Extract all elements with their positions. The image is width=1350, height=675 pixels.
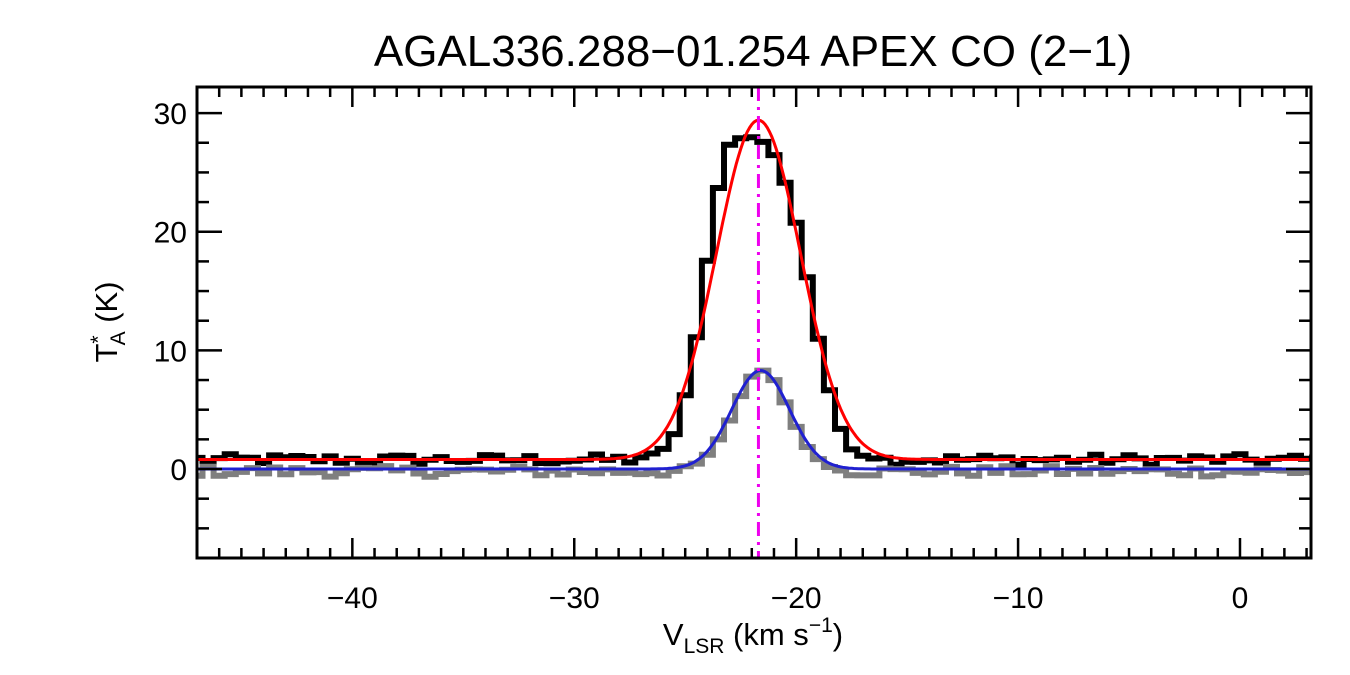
x-axis-label: VLSR (km s−1)	[663, 614, 843, 658]
x-tick-labels: −40 −30 −20 −10 0	[327, 582, 1248, 615]
x-axis-label-close: )	[833, 617, 843, 652]
plot-frame	[195, 85, 1313, 560]
x-axis-label-sup: −1	[809, 614, 833, 637]
x-axis-label-units: (km s	[724, 617, 808, 652]
y-axis-label-units: (K)	[89, 281, 124, 331]
12CO-gaussian-fit	[197, 118, 1309, 461]
series-layer	[197, 118, 1311, 480]
x-tick-label: −30	[549, 582, 600, 615]
13CO-gaussian-fit	[197, 368, 1309, 471]
12CO-spectrum	[197, 134, 1311, 468]
x-tick-label: −20	[771, 582, 822, 615]
x-tick-label: −10	[993, 582, 1044, 615]
x-tick-label: 0	[1232, 582, 1249, 615]
y-tick-labels: 0 10 20 30	[154, 98, 187, 487]
y-axis-label-main: T	[89, 344, 124, 363]
axis-ticks	[195, 87, 1311, 560]
y-tick-label: 10	[154, 335, 187, 368]
y-tick-label: 0	[170, 454, 187, 487]
x-axis-label-sub: LSR	[684, 635, 725, 658]
y-axis-label-sup: *	[87, 335, 110, 343]
x-axis-label-main: V	[663, 617, 684, 652]
y-tick-label: 20	[154, 217, 187, 250]
y-axis-label-sub: A	[107, 331, 130, 345]
y-tick-label: 30	[154, 98, 187, 131]
chart-title: AGAL336.288−01.254 APEX CO (2−1)	[374, 27, 1132, 76]
x-tick-label: −40	[327, 582, 378, 615]
y-axis-label: T*A (K)	[87, 281, 130, 362]
